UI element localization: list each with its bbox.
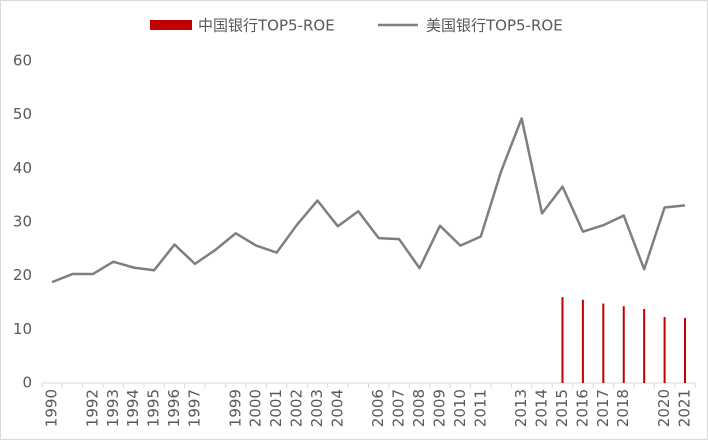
- bar: [602, 303, 605, 383]
- x-tick-label: 2006: [369, 389, 387, 427]
- bar: [663, 316, 666, 383]
- x-tick-label: 2016: [573, 389, 591, 427]
- y-tick-label: 40: [13, 159, 32, 177]
- x-tick-label: 2000: [247, 389, 265, 427]
- x-tick-label: 2013: [512, 389, 530, 427]
- x-tick-label: 2014: [533, 389, 551, 427]
- x-tick-label: 1995: [145, 389, 163, 427]
- x-tick-label: 2010: [451, 389, 469, 427]
- legend-label: 中国银行TOP5-ROE: [198, 17, 335, 35]
- x-tick-label: 2017: [594, 389, 612, 427]
- y-tick-label: 10: [13, 320, 32, 338]
- line: [51, 117, 686, 284]
- y-tick-label: 0: [22, 374, 32, 392]
- x-tick-label: 1999: [226, 389, 244, 427]
- x-tick-label: 1994: [124, 389, 142, 427]
- x-tick-label: 1997: [185, 389, 203, 427]
- x-tick-label: 2007: [390, 389, 408, 427]
- x-tick-label: 1996: [165, 389, 183, 427]
- x-tick-label: 2004: [328, 389, 346, 427]
- bar: [684, 318, 686, 383]
- x-tick-label: 2002: [288, 389, 306, 427]
- bar: [561, 297, 564, 383]
- bar: [622, 306, 625, 383]
- y-tick-label: 60: [13, 52, 32, 70]
- y-tick-label: 20: [13, 266, 32, 284]
- y-tick-label: 50: [13, 105, 32, 123]
- x-tick-label: 2015: [553, 389, 571, 427]
- legend-swatch: [150, 20, 192, 30]
- legend-label: 美国银行TOP5-ROE: [426, 17, 563, 35]
- x-tick-label: 2011: [471, 389, 489, 427]
- y-tick-label: 30: [13, 213, 32, 231]
- x-tick-label: 2003: [308, 389, 326, 427]
- x-tick-label: 1992: [83, 389, 101, 427]
- x-tick-label: 2018: [614, 389, 632, 427]
- bar: [581, 299, 584, 383]
- x-tick-label: 1990: [43, 389, 61, 427]
- x-tick-label: 2020: [655, 389, 673, 427]
- x-tick-label: 2001: [267, 389, 285, 427]
- x-tick-label: 1993: [104, 389, 122, 427]
- x-tick-label: 2008: [410, 389, 428, 427]
- bar: [643, 308, 646, 383]
- x-tick-label: 2021: [676, 389, 694, 427]
- x-tick-label: 2009: [430, 389, 448, 427]
